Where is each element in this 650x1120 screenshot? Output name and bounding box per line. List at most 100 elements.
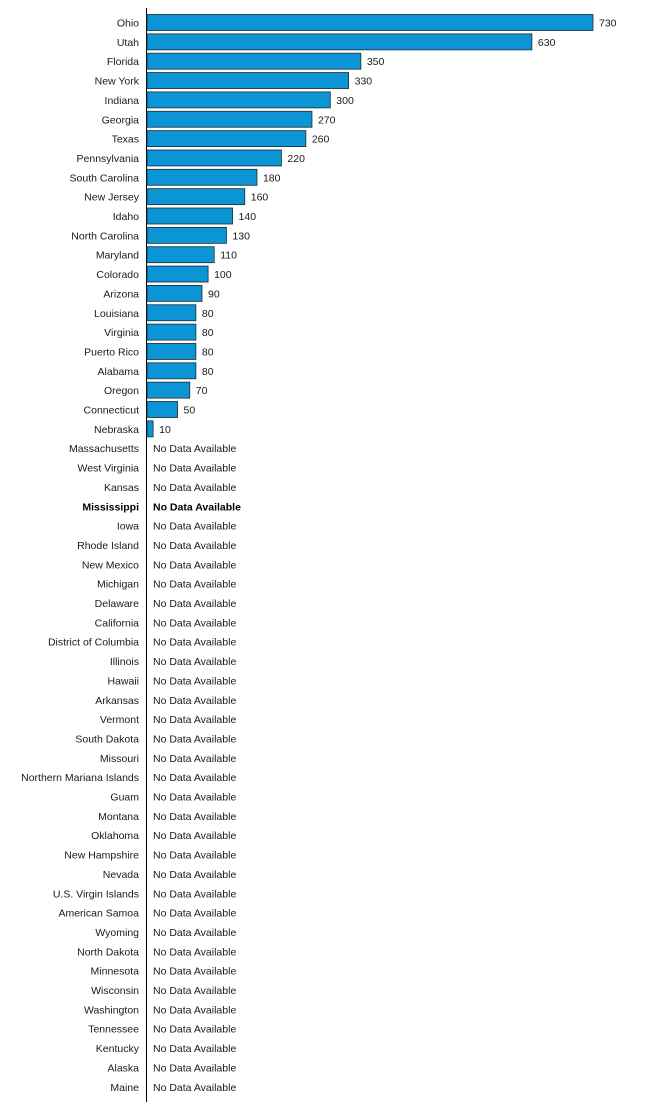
no-data-label-washington: No Data Available	[153, 1004, 236, 1016]
category-label-vermont: Vermont	[100, 714, 139, 726]
bar-connecticut	[146, 401, 178, 418]
category-label-new-mexico: New Mexico	[82, 559, 139, 571]
no-data-label-minnesota: No Data Available	[153, 966, 236, 978]
no-data-label-illinois: No Data Available	[153, 656, 236, 668]
no-data-label-michigan: No Data Available	[153, 579, 236, 591]
value-label-new-york: 330	[355, 76, 373, 88]
no-data-label-arkansas: No Data Available	[153, 695, 236, 707]
value-label-north-carolina: 130	[232, 230, 250, 242]
category-label-new-jersey: New Jersey	[84, 192, 140, 204]
value-label-florida: 350	[367, 56, 385, 68]
bar-louisiana	[146, 304, 197, 322]
category-label-kentucky: Kentucky	[96, 1043, 140, 1055]
value-label-ohio: 730	[599, 18, 617, 30]
no-data-label-iowa: No Data Available	[153, 521, 236, 533]
value-label-colorado: 100	[214, 269, 232, 281]
category-label-kansas: Kansas	[104, 482, 139, 494]
bar-nebraska	[146, 420, 154, 438]
category-label-arkansas: Arkansas	[95, 695, 139, 707]
no-data-label-northern-mariana-islands: No Data Available	[153, 772, 236, 784]
value-label-maryland: 110	[220, 250, 237, 262]
bar-indiana	[146, 91, 331, 109]
category-label-new-hampshire: New Hampshire	[64, 850, 139, 862]
no-data-label-wyoming: No Data Available	[153, 927, 236, 939]
category-label-montana: Montana	[98, 811, 139, 823]
category-label-texas: Texas	[112, 134, 139, 146]
category-label-indiana: Indiana	[105, 95, 140, 107]
no-data-label-mississippi: No Data Available	[153, 501, 241, 513]
category-label-district-of-columbia: District of Columbia	[48, 637, 139, 649]
no-data-label-west-virginia: No Data Available	[153, 463, 236, 475]
category-label-virginia: Virginia	[104, 327, 139, 339]
no-data-label-north-dakota: No Data Available	[153, 946, 236, 958]
category-label-north-dakota: North Dakota	[77, 946, 139, 958]
value-label-connecticut: 50	[184, 405, 196, 417]
value-label-puerto-rico: 80	[202, 346, 214, 358]
no-data-label-maine: No Data Available	[153, 1082, 236, 1094]
category-label-rhode-island: Rhode Island	[77, 540, 139, 552]
category-label-nebraska: Nebraska	[94, 424, 139, 436]
no-data-label-delaware: No Data Available	[153, 598, 236, 610]
category-label-massachusetts: Massachusetts	[69, 443, 139, 455]
value-label-virginia: 80	[202, 327, 214, 339]
category-label-wyoming: Wyoming	[95, 927, 139, 939]
value-label-indiana: 300	[336, 95, 354, 107]
no-data-label-alaska: No Data Available	[153, 1062, 236, 1074]
value-label-oregon: 70	[196, 385, 208, 397]
bar-puerto-rico	[146, 343, 197, 360]
category-label-south-carolina: South Carolina	[70, 172, 140, 184]
bar-new-york	[146, 72, 350, 89]
no-data-label-oklahoma: No Data Available	[153, 830, 236, 842]
value-label-new-jersey: 160	[251, 192, 269, 204]
bar-idaho	[146, 207, 233, 225]
category-label-delaware: Delaware	[95, 598, 140, 610]
bar-arizona	[146, 284, 203, 302]
category-label-illinois: Illinois	[110, 656, 139, 668]
category-label-new-york: New York	[95, 76, 140, 88]
category-label-connecticut: Connecticut	[84, 405, 140, 417]
category-label-nevada: Nevada	[103, 869, 139, 881]
no-data-label-vermont: No Data Available	[153, 714, 236, 726]
category-label-mississippi: Mississippi	[82, 501, 139, 513]
category-label-georgia: Georgia	[102, 114, 140, 126]
category-label-louisiana: Louisiana	[94, 308, 139, 320]
no-data-label-kansas: No Data Available	[153, 482, 236, 494]
no-data-label-massachusetts: No Data Available	[153, 443, 236, 455]
value-label-utah: 630	[538, 37, 556, 49]
value-label-nebraska: 10	[159, 424, 171, 436]
bar-new-jersey	[146, 188, 246, 206]
bar-oregon	[146, 381, 191, 399]
category-label-american-samoa: American Samoa	[58, 908, 139, 920]
category-label-florida: Florida	[107, 56, 139, 68]
category-label-california: California	[95, 617, 140, 629]
bar-georgia	[146, 110, 313, 128]
category-label-guam: Guam	[110, 792, 139, 804]
no-data-label-american-samoa: No Data Available	[153, 908, 236, 920]
category-label-u-s-virgin-islands: U.S. Virgin Islands	[53, 888, 139, 900]
no-data-label-nevada: No Data Available	[153, 869, 236, 881]
value-label-georgia: 270	[318, 114, 336, 126]
no-data-label-new-hampshire: No Data Available	[153, 850, 236, 862]
category-label-idaho: Idaho	[113, 211, 139, 223]
no-data-label-u-s-virgin-islands: No Data Available	[153, 888, 236, 900]
category-label-iowa: Iowa	[117, 521, 139, 533]
category-label-northern-mariana-islands: Northern Mariana Islands	[21, 772, 139, 784]
category-label-tennessee: Tennessee	[88, 1024, 139, 1036]
bar-virginia	[146, 323, 197, 341]
value-label-idaho: 140	[239, 211, 257, 223]
category-label-puerto-rico: Puerto Rico	[84, 346, 139, 358]
category-label-colorado: Colorado	[96, 269, 139, 281]
no-data-label-new-mexico: No Data Available	[153, 559, 236, 571]
value-label-texas: 260	[312, 134, 330, 146]
no-data-label-hawaii: No Data Available	[153, 675, 236, 687]
category-label-minnesota: Minnesota	[91, 966, 140, 978]
category-label-missouri: Missouri	[100, 753, 139, 765]
category-label-west-virginia: West Virginia	[78, 463, 140, 475]
value-label-south-carolina: 180	[263, 172, 281, 184]
category-label-michigan: Michigan	[97, 579, 139, 591]
bar-north-carolina	[146, 226, 227, 244]
no-data-label-south-dakota: No Data Available	[153, 733, 236, 745]
category-label-arizona: Arizona	[103, 288, 139, 300]
bar-pennsylvania	[146, 149, 282, 167]
